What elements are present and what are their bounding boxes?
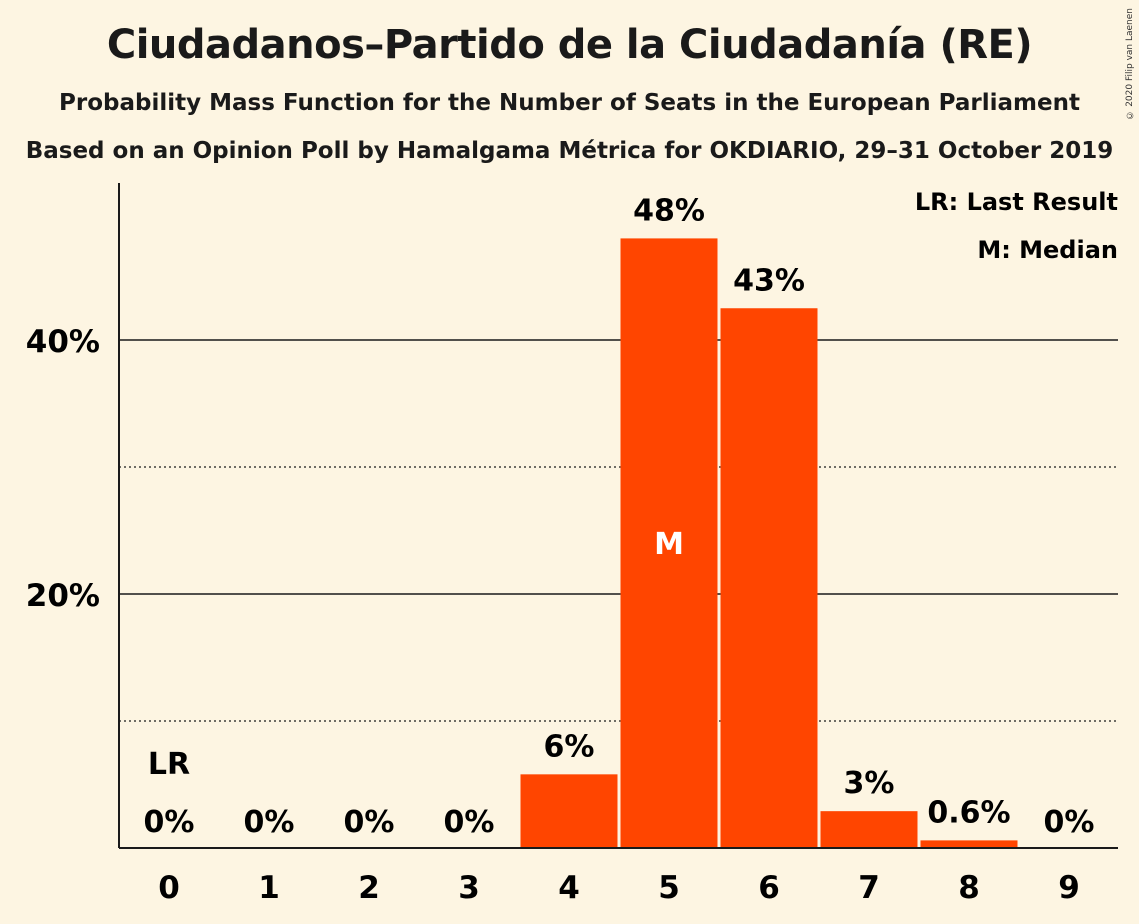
bar <box>520 774 618 848</box>
bar-value-label: 0% <box>344 805 395 840</box>
y-tick-label: 20% <box>26 578 100 614</box>
bar-value-label: 0% <box>244 805 295 840</box>
median-marker: M <box>654 527 684 562</box>
labels: 20%40%0%0LR0%10%20%36%448%5M43%63%70.6%8… <box>26 193 1095 906</box>
x-tick-label: 6 <box>758 870 780 906</box>
bar <box>920 840 1018 848</box>
bar-value-label: 0.6% <box>927 795 1010 830</box>
legend-last-result: LR: Last Result <box>915 188 1118 216</box>
gridlines <box>119 339 1118 722</box>
bar <box>720 308 818 848</box>
x-tick-label: 3 <box>458 870 480 906</box>
bar-value-label: 0% <box>444 805 495 840</box>
bar-value-label: 43% <box>733 263 805 298</box>
bar <box>820 811 918 848</box>
legend-median: M: Median <box>977 236 1118 264</box>
x-tick-label: 5 <box>658 870 680 906</box>
x-tick-label: 7 <box>858 870 880 906</box>
chart-subtitle: Probability Mass Function for the Number… <box>59 90 1080 116</box>
chart-title: Ciudadanos–Partido de la Ciudadanía (RE) <box>106 22 1033 68</box>
bar-value-label: 0% <box>144 805 195 840</box>
x-tick-label: 2 <box>358 870 380 906</box>
x-tick-label: 4 <box>558 870 580 906</box>
bar-value-label: 48% <box>633 193 705 228</box>
last-result-marker: LR <box>148 747 190 782</box>
bar-value-label: 6% <box>544 729 595 764</box>
bar-value-label: 3% <box>844 766 895 801</box>
x-tick-label: 0 <box>158 870 180 906</box>
bar-value-label: 0% <box>1044 805 1095 840</box>
chart-source-subtitle: Based on an Opinion Poll by Hamalgama Mé… <box>25 138 1114 164</box>
bar <box>620 238 718 848</box>
x-tick-label: 8 <box>958 870 980 906</box>
x-tick-label: 9 <box>1058 870 1080 906</box>
axes <box>118 183 1118 849</box>
bars <box>520 238 1018 848</box>
x-tick-label: 1 <box>258 870 280 906</box>
y-tick-label: 40% <box>26 324 100 360</box>
